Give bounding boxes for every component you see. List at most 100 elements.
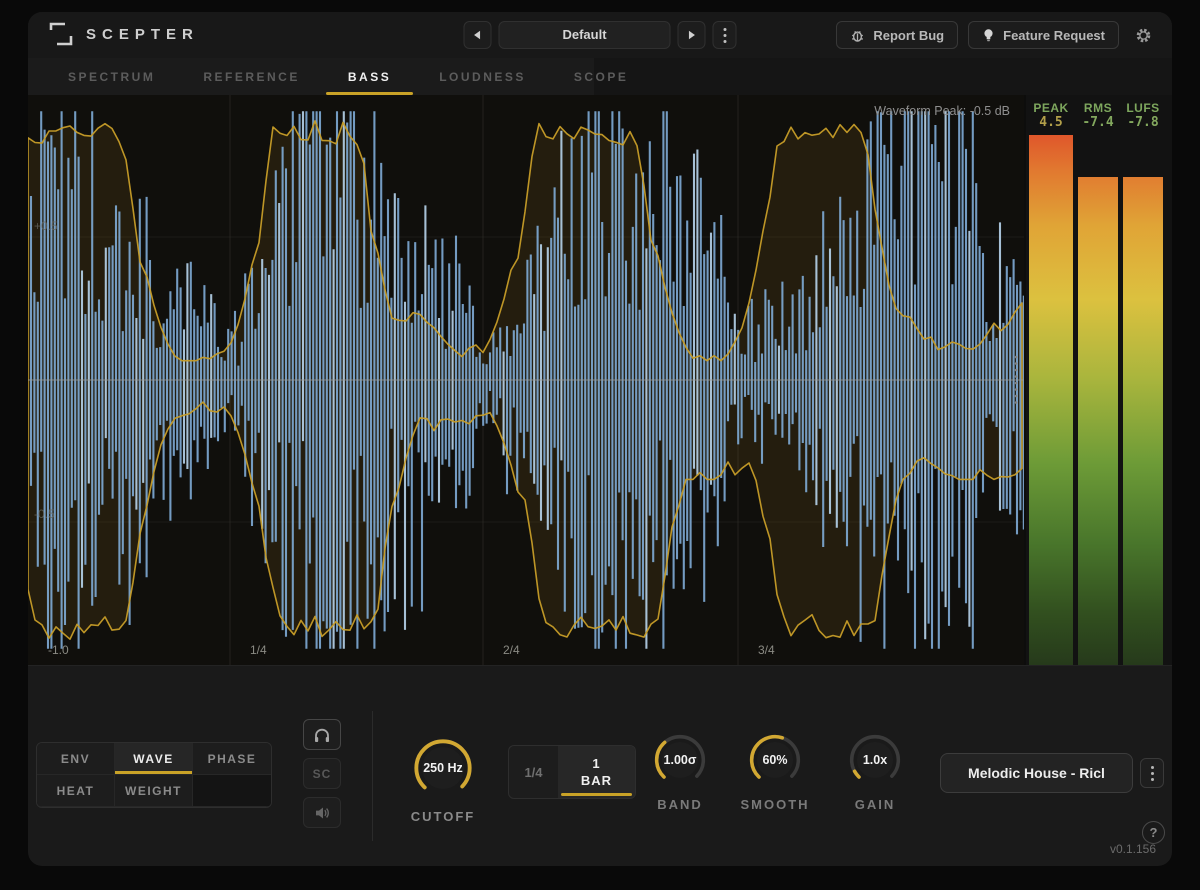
y-axis-label-neg10: -1.0 bbox=[48, 643, 69, 657]
plugin-window: SCEPTER Default bbox=[28, 12, 1172, 866]
gain-label: GAIN bbox=[854, 797, 896, 812]
controls-divider bbox=[372, 711, 373, 841]
rate-toggle: 1/4 1 BAR bbox=[508, 745, 636, 799]
peak-meter-bar bbox=[1029, 135, 1073, 665]
tab-loudness[interactable]: LOUDNESS bbox=[439, 69, 526, 84]
smooth-knob-disc bbox=[757, 742, 793, 778]
feature-request-label: Feature Request bbox=[1003, 27, 1105, 43]
help-button[interactable]: ? bbox=[1142, 821, 1165, 844]
reference-preset-menu-button[interactable] bbox=[1140, 758, 1164, 788]
tabs: SPECTRUM REFERENCE BASS LOUDNESS SCOPE bbox=[28, 58, 626, 95]
cutoff-knob-disc bbox=[422, 747, 464, 789]
settings-button[interactable] bbox=[1135, 27, 1152, 44]
peak-meter-fill bbox=[1029, 135, 1073, 665]
mode-button-heat[interactable]: HEAT bbox=[37, 775, 115, 807]
mode-button-empty bbox=[193, 775, 271, 807]
rms-meter-mask bbox=[1078, 135, 1118, 178]
report-bug-button[interactable]: Report Bug bbox=[836, 21, 959, 49]
level-meters: PEAK 4.5 RMS -7.4 bbox=[1026, 95, 1172, 665]
band-label: BAND bbox=[657, 797, 703, 812]
x-axis-label-quarter1: 1/4 bbox=[250, 643, 267, 657]
feature-request-button[interactable]: Feature Request bbox=[968, 21, 1119, 49]
gear-icon bbox=[1136, 28, 1151, 42]
rms-meter-fill bbox=[1078, 135, 1118, 665]
smooth-label: SMOOTH bbox=[740, 797, 810, 812]
rate-1bar-top: 1 bbox=[592, 756, 601, 771]
lufs-meter: LUFS -7.8 bbox=[1123, 95, 1163, 665]
kebab-dot bbox=[1150, 771, 1154, 775]
rms-meter-header: RMS -7.4 bbox=[1078, 95, 1118, 135]
x-axis-label-quarter3: 3/4 bbox=[758, 643, 775, 657]
peak-meter: PEAK 4.5 bbox=[1029, 95, 1073, 665]
peak-meter-value: 4.5 bbox=[1039, 115, 1063, 130]
rms-meter-bar bbox=[1078, 135, 1118, 665]
lufs-meter-mask bbox=[1123, 135, 1163, 178]
kebab-dot bbox=[1150, 777, 1154, 781]
peak-meter-label: PEAK bbox=[1033, 101, 1069, 115]
sidechain-button[interactable]: SC bbox=[303, 758, 341, 789]
app-title: SCEPTER bbox=[86, 25, 199, 43]
mode-button-wave[interactable]: WAVE bbox=[115, 743, 193, 775]
kebab-dot bbox=[723, 27, 726, 31]
smooth-value: 60% bbox=[762, 753, 788, 767]
bug-icon bbox=[852, 30, 864, 42]
tab-strip: SPECTRUM REFERENCE BASS LOUDNESS SCOPE bbox=[28, 58, 1172, 95]
gain-knob[interactable]: 1.0x GAIN bbox=[825, 732, 925, 812]
smooth-knob[interactable]: 60% SMOOTH bbox=[725, 732, 825, 812]
scepter-logo-icon bbox=[49, 22, 73, 46]
lufs-meter-header: LUFS -7.8 bbox=[1123, 95, 1163, 135]
rate-1bar-bottom: BAR bbox=[580, 773, 613, 788]
band-knob-arc bbox=[654, 734, 706, 786]
mode-button-phase[interactable]: PHASE bbox=[193, 743, 271, 775]
gain-value: 1.0x bbox=[862, 753, 888, 767]
brand: SCEPTER bbox=[48, 21, 199, 47]
lufs-meter-fill bbox=[1123, 135, 1163, 665]
waveform-display[interactable]: Waveform Peak: -0.5 dB +0.5 -0.5 -1.0 1/… bbox=[28, 95, 1024, 665]
smooth-knob-arc bbox=[749, 734, 801, 786]
right-arrow-icon bbox=[688, 30, 695, 40]
left-arrow-icon bbox=[474, 30, 481, 40]
tab-reference[interactable]: REFERENCE bbox=[203, 69, 300, 84]
cutoff-value: 250 Hz bbox=[423, 761, 463, 775]
header-bar: SCEPTER Default bbox=[28, 12, 1172, 58]
y-axis-label-pos05: +0.5 bbox=[34, 219, 58, 233]
preset-menu-button[interactable] bbox=[712, 21, 737, 49]
tab-scope[interactable]: SCOPE bbox=[573, 69, 629, 84]
lufs-meter-value: -7.8 bbox=[1127, 115, 1159, 130]
waveform-plot bbox=[28, 95, 1024, 665]
band-knob-disc bbox=[662, 742, 698, 778]
waveform-peak-readout: Waveform Peak: -0.5 dB bbox=[874, 104, 1010, 118]
preset-next-button[interactable] bbox=[677, 21, 706, 49]
kebab-dot bbox=[723, 33, 726, 37]
rms-meter: RMS -7.4 bbox=[1078, 95, 1118, 665]
report-bug-label: Report Bug bbox=[873, 27, 945, 43]
tab-spectrum[interactable]: SPECTRUM bbox=[68, 69, 156, 84]
cutoff-knob-arc bbox=[414, 739, 472, 797]
preset-name-field[interactable]: Default bbox=[498, 21, 671, 49]
y-axis-label-neg05: -0.5 bbox=[34, 507, 55, 521]
kebab-dot bbox=[1150, 765, 1154, 769]
rate-option-1bar[interactable]: 1 BAR bbox=[558, 746, 635, 798]
mode-button-env[interactable]: ENV bbox=[37, 743, 115, 775]
headphones-icon bbox=[315, 728, 329, 742]
display-mode-buttons: ENV WAVE PHASE HEAT WEIGHT bbox=[36, 742, 272, 808]
rms-meter-label: RMS bbox=[1083, 101, 1113, 115]
headphones-monitor-button[interactable] bbox=[303, 719, 341, 750]
preset-navigator: Default bbox=[463, 21, 737, 49]
tab-bass[interactable]: BASS bbox=[324, 58, 415, 95]
mode-button-weight[interactable]: WEIGHT bbox=[115, 775, 193, 807]
gain-knob-arc bbox=[849, 734, 901, 786]
cutoff-knob[interactable]: 250 Hz CUTOFF bbox=[393, 736, 493, 824]
rate-option-quarter[interactable]: 1/4 bbox=[524, 764, 543, 780]
main-display: Waveform Peak: -0.5 dB +0.5 -0.5 -1.0 1/… bbox=[28, 95, 1172, 665]
gain-knob-disc bbox=[857, 742, 893, 778]
version-label: v0.1.156 bbox=[1109, 842, 1156, 856]
reference-preset-button[interactable]: Melodic House - Ricl bbox=[940, 753, 1133, 793]
preset-prev-button[interactable] bbox=[463, 21, 492, 49]
lightbulb-icon bbox=[984, 28, 993, 41]
speaker-mute-button[interactable] bbox=[303, 797, 341, 828]
control-bar: ENV WAVE PHASE HEAT WEIGHT SC bbox=[28, 665, 1172, 866]
lufs-meter-bar bbox=[1123, 135, 1163, 665]
band-knob[interactable]: 1.00σ BAND bbox=[630, 732, 730, 812]
cutoff-label: CUTOFF bbox=[410, 809, 476, 824]
